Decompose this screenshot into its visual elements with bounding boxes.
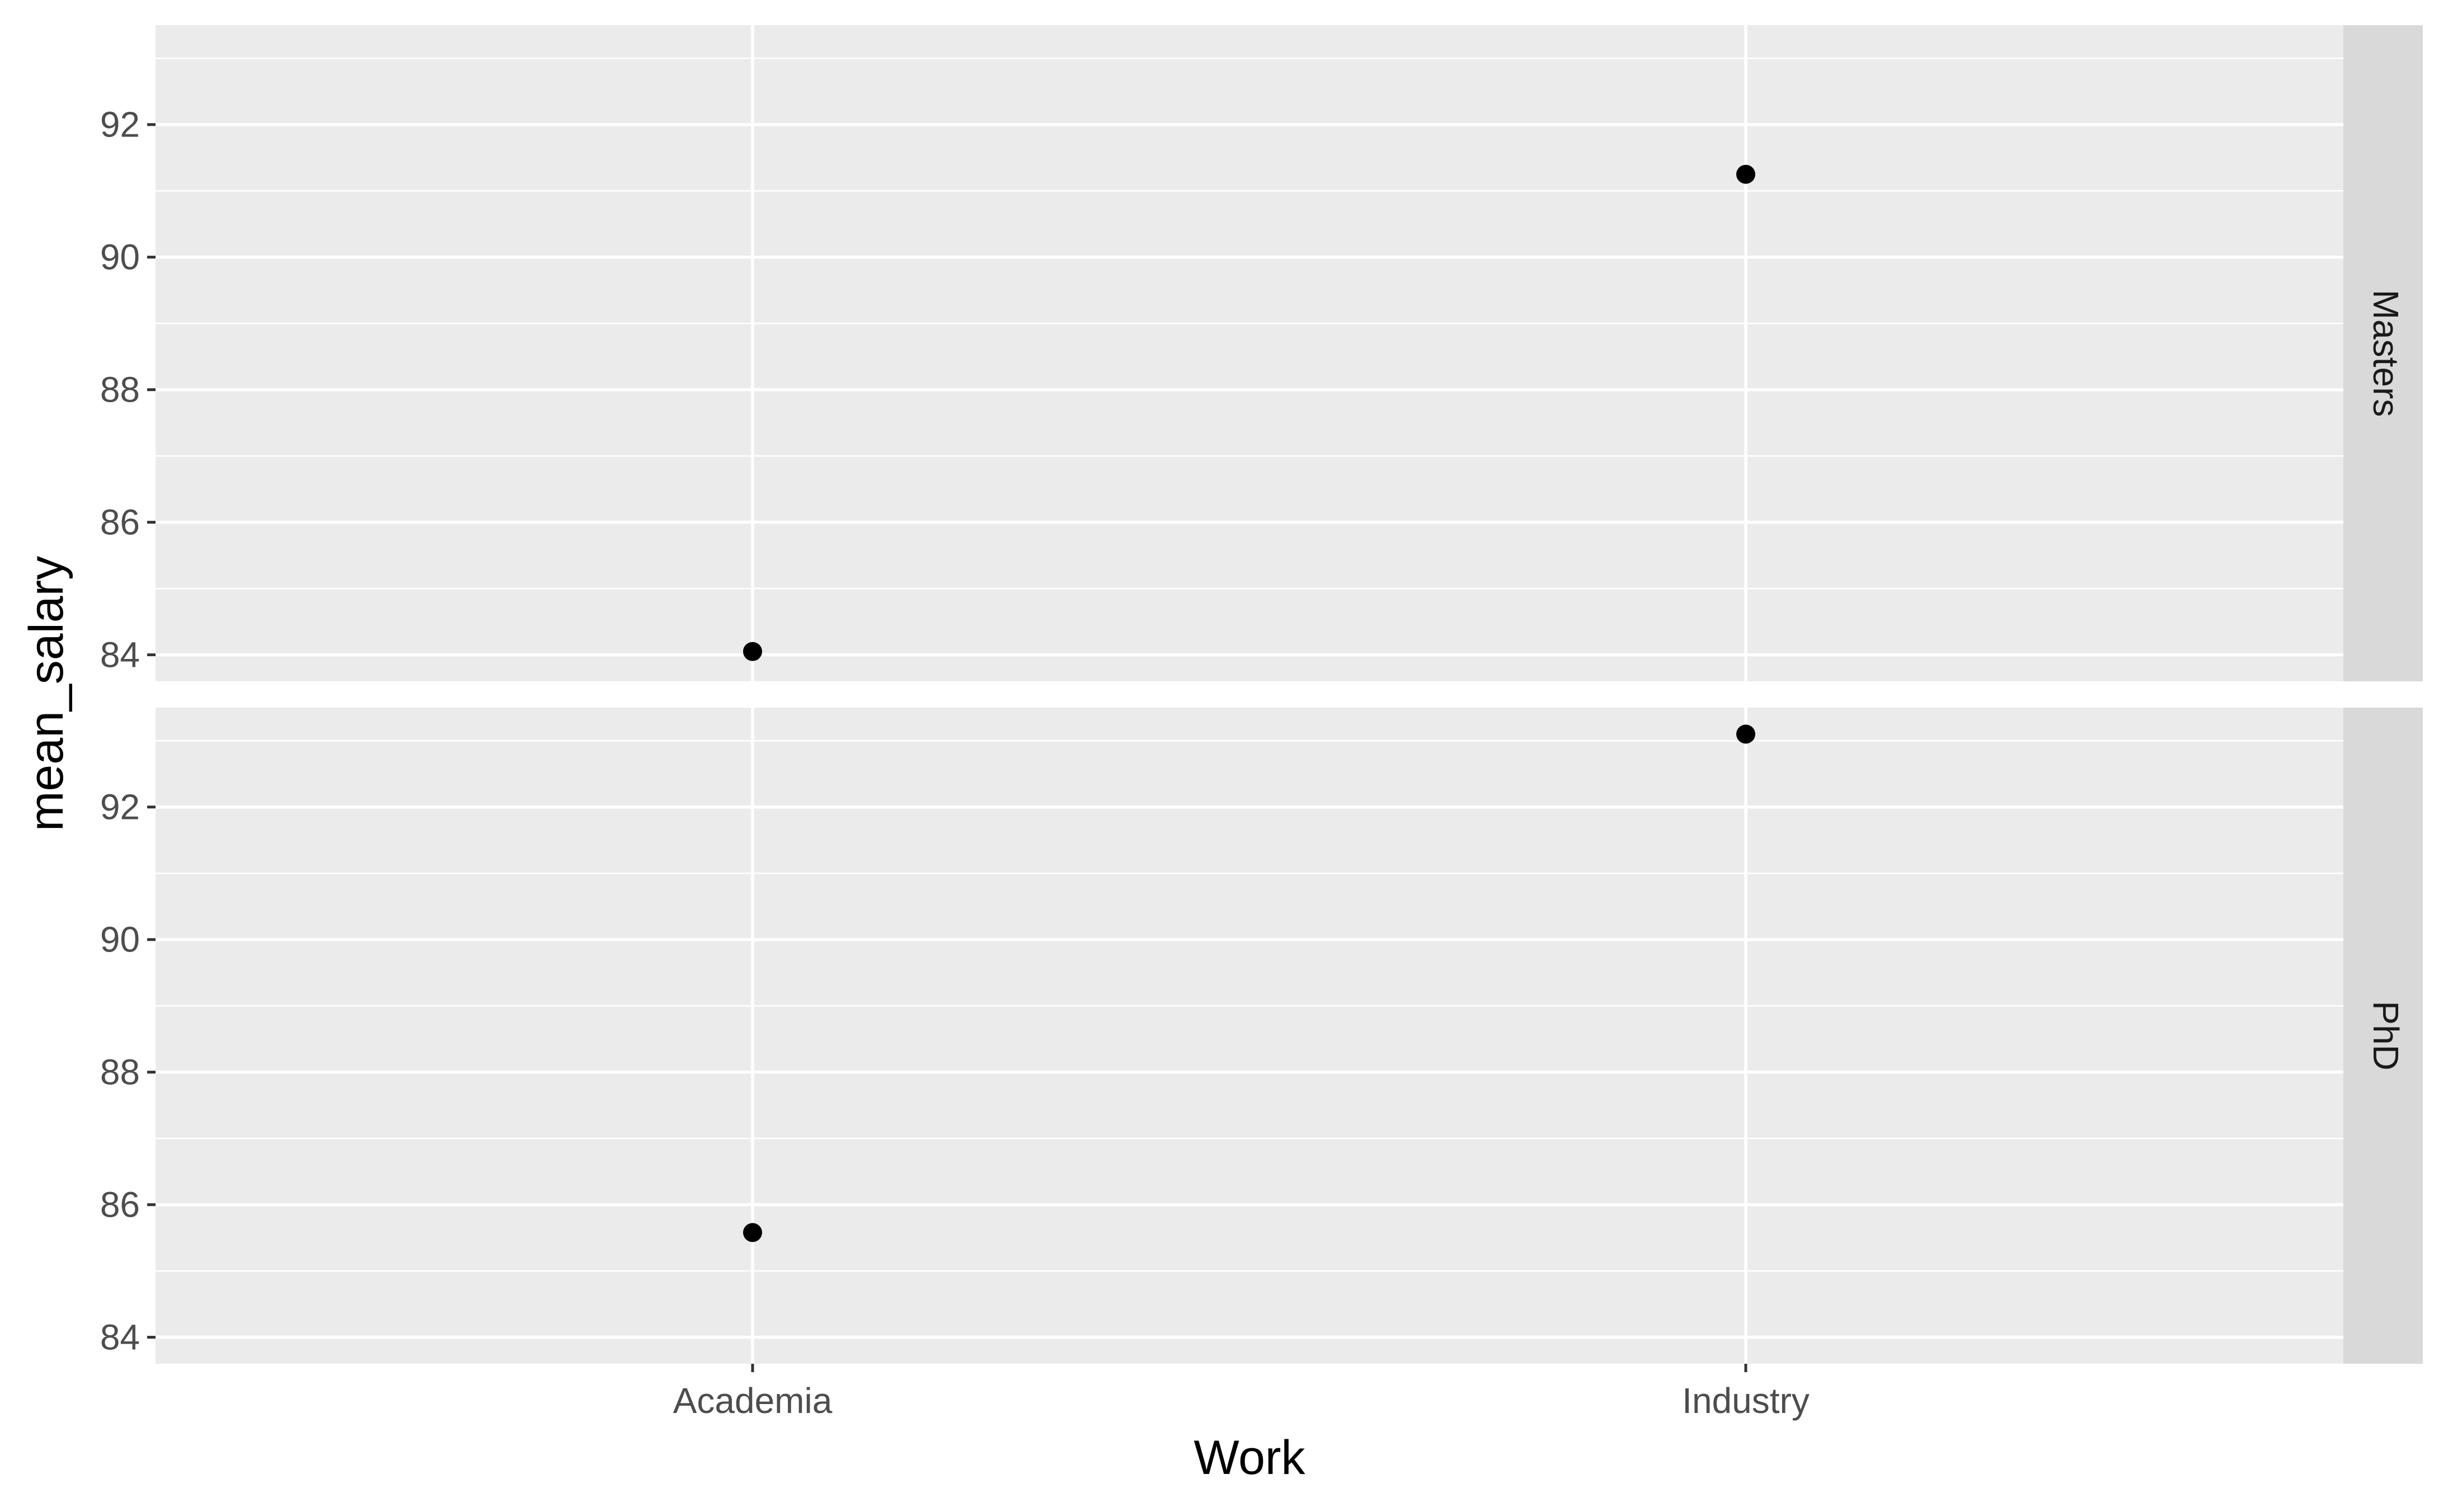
y-tick-label: 86 (100, 502, 140, 543)
facet-strip (2343, 25, 2423, 681)
facet-panels: 84 86 88 90 92 Masters 84 86 88 90 92 PhD Academia In… (100, 25, 2423, 1421)
data-point (743, 642, 762, 661)
data-point (1736, 724, 1755, 744)
y-tick-label: 88 (100, 1052, 140, 1092)
y-tick-label: 92 (100, 787, 140, 827)
y-tick-label: 92 (100, 105, 140, 145)
data-point (1736, 164, 1755, 184)
facet-strip-label: PhD (2366, 1001, 2406, 1071)
y-tick-label: 84 (100, 1317, 140, 1358)
x-tick-label: Industry (1682, 1381, 1810, 1421)
x-axis-title: Work (1194, 1431, 1305, 1485)
facet-strip (2343, 708, 2423, 1364)
y-tick-label: 88 (100, 370, 140, 410)
data-point (743, 1223, 762, 1242)
panel-background (156, 25, 2343, 681)
y-tick-label: 86 (100, 1185, 140, 1225)
panel-background (156, 708, 2343, 1364)
y-tick-label: 84 (100, 635, 140, 675)
x-tick-label: Academia (673, 1381, 833, 1421)
facet-strip-label: Masters (2366, 290, 2406, 417)
y-tick-label: 90 (100, 920, 140, 960)
y-axis-title: mean_salary (20, 556, 73, 831)
y-tick-label: 90 (100, 237, 140, 277)
